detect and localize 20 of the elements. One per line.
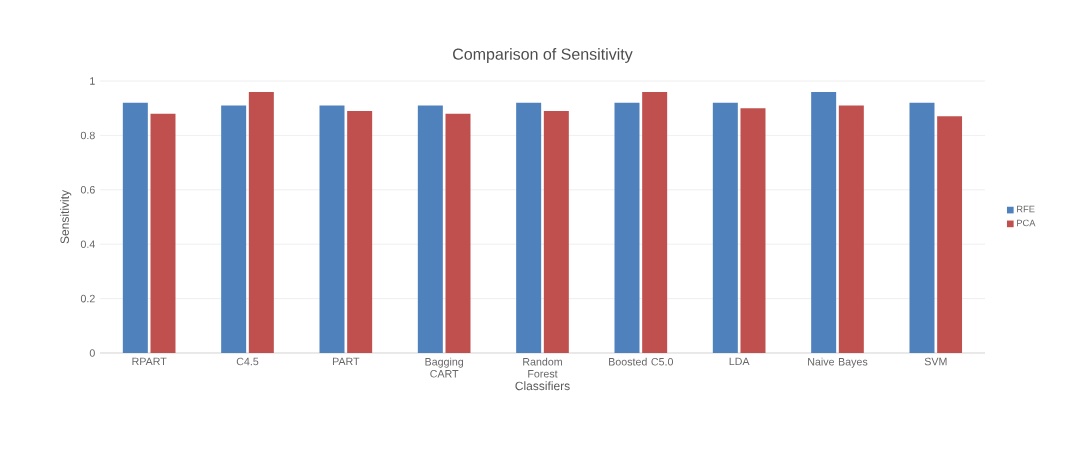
x-tick-label: RPART — [132, 357, 167, 366]
x-tick-label: SVM — [924, 357, 947, 366]
y-axis-title: Sensitivity — [60, 190, 72, 244]
x-tick-label: Random Forest — [523, 357, 562, 378]
x-tick-label: Boosted C5.0 — [609, 357, 674, 366]
legend-label: PCA — [1017, 219, 1036, 227]
legend-label: RFE — [1017, 205, 1035, 213]
y-tick-label: 1 — [90, 77, 95, 85]
x-tick-label: PART — [332, 357, 360, 366]
x-tick-label: Bagging CART — [425, 357, 464, 378]
x-tick-label: LDA — [729, 357, 750, 366]
y-tick-label: 0.2 — [80, 294, 95, 303]
chart-title: Comparison of Sensitivity — [453, 48, 633, 63]
y-tick-label: 0.4 — [80, 240, 95, 248]
x-axis-title: Classifiers — [515, 381, 570, 391]
x-tick-label: C4.5 — [236, 357, 259, 366]
y-tick-label: 0 — [89, 349, 95, 357]
y-tick-label: 0.6 — [80, 186, 95, 194]
x-tick-label: Naive Bayes — [808, 357, 868, 368]
y-tick-label: 0.8 — [80, 131, 95, 140]
